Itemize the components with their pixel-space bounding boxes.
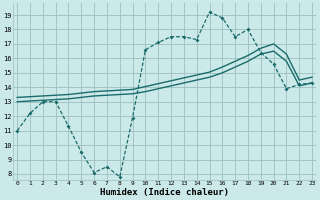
X-axis label: Humidex (Indice chaleur): Humidex (Indice chaleur) <box>100 188 229 197</box>
